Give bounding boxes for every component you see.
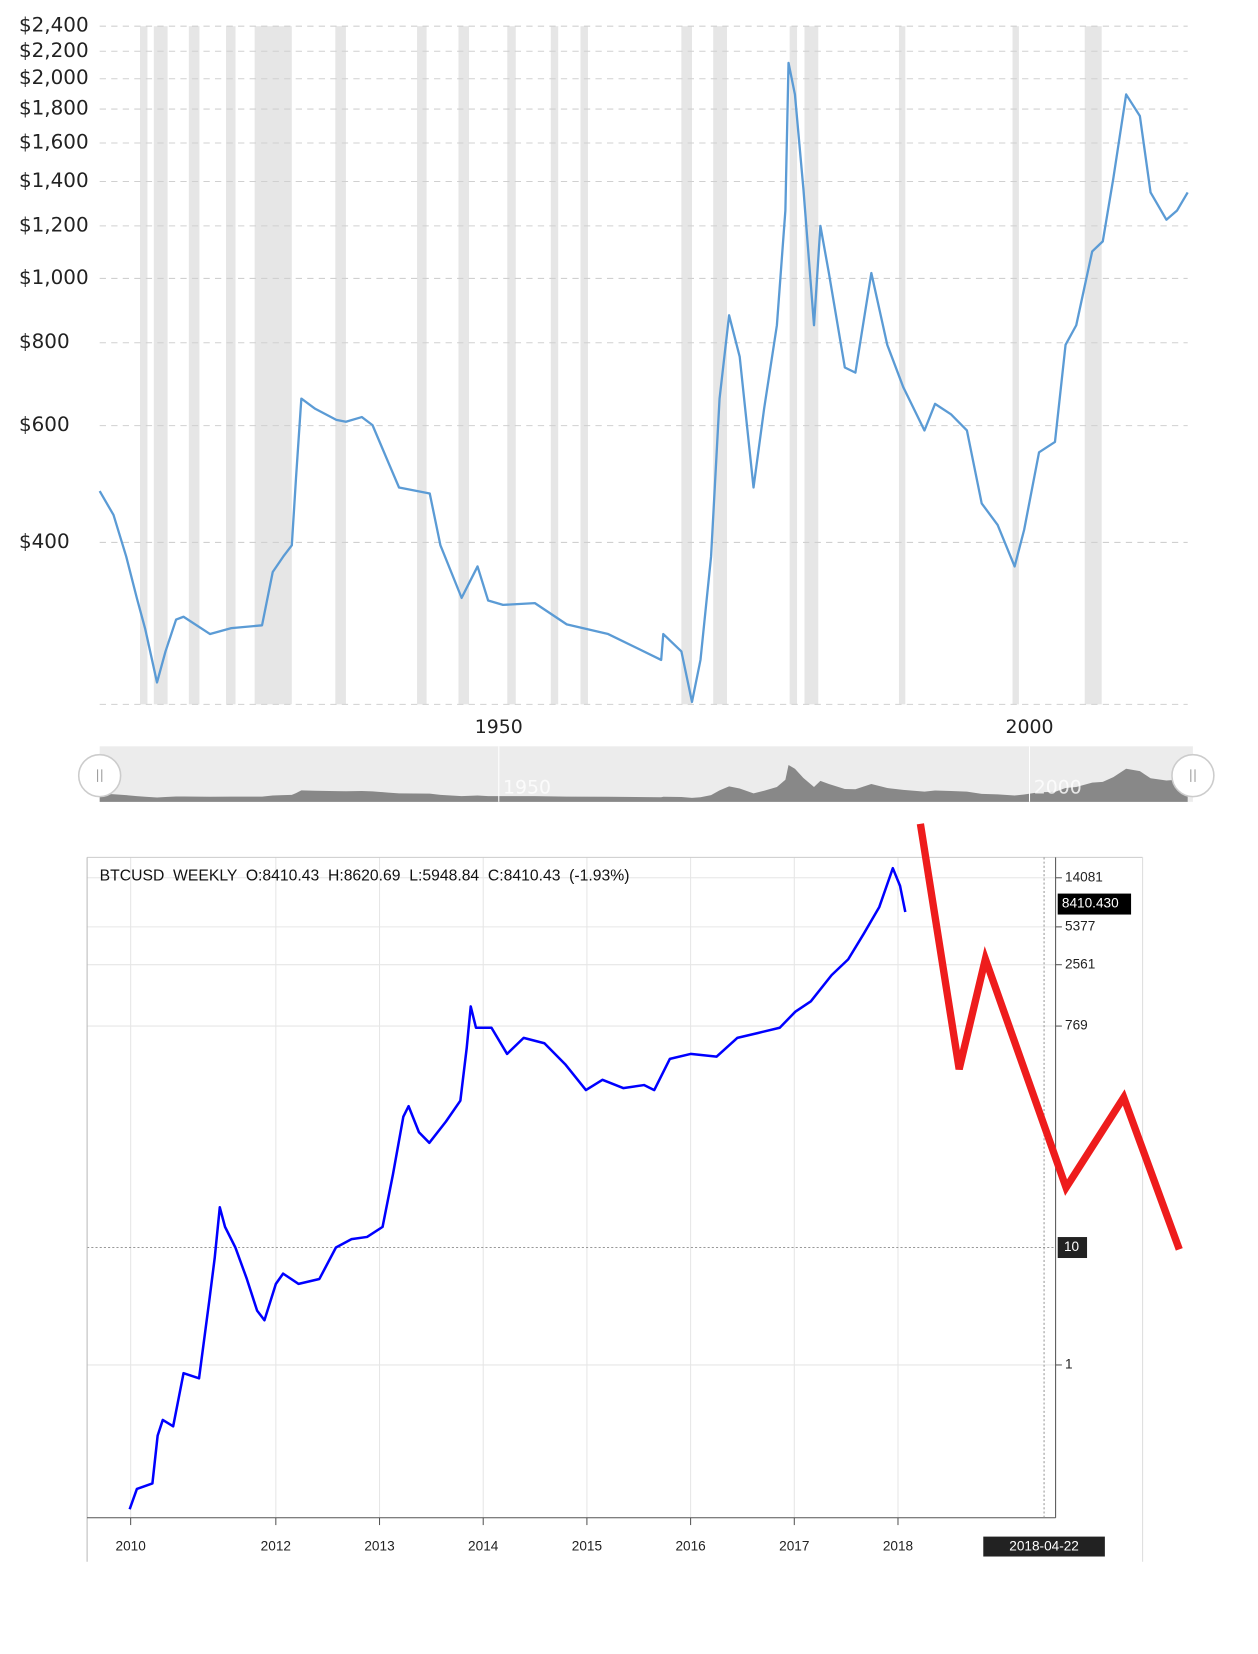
x-tick-label: 1950 xyxy=(475,716,523,738)
recession-band xyxy=(550,26,559,705)
x-tick-label: 2018 xyxy=(883,1539,913,1554)
x-tick-label: 2015 xyxy=(572,1539,602,1554)
navigator-label: 2000 xyxy=(1034,777,1082,799)
y-tick-label: 769 xyxy=(1065,1018,1088,1033)
recession-band xyxy=(153,26,168,705)
recession-band xyxy=(789,26,798,705)
x-tick-label: 2012 xyxy=(261,1539,291,1554)
btc-frame: 2018-04-22 BTCUSD WEEKLY O:8410.43 H:862… xyxy=(86,823,1183,1562)
recession-band xyxy=(188,26,200,705)
recession-band xyxy=(458,26,470,705)
x-tick-label: 2000 xyxy=(1006,716,1054,738)
price-tag-box xyxy=(1057,893,1132,915)
forecast-annotation xyxy=(916,823,1183,1251)
crosshair-date: 2018-04-22 xyxy=(1009,1539,1079,1554)
navigator xyxy=(99,746,1193,802)
y-tick-label: $1,800 xyxy=(19,97,89,120)
price-line xyxy=(128,866,907,1510)
recession-band xyxy=(681,26,692,705)
recession-band xyxy=(898,26,906,705)
price-line xyxy=(98,61,1189,704)
crosshair-label: 10 xyxy=(1064,1239,1080,1254)
y-tick-label: $800 xyxy=(19,330,70,353)
y-tick-label: $600 xyxy=(19,413,70,436)
navigator-handle[interactable] xyxy=(77,753,122,798)
crosshair-box xyxy=(1057,1237,1088,1259)
x-tick-label: 2016 xyxy=(675,1539,705,1554)
recession-band xyxy=(1084,26,1102,705)
recession-band xyxy=(335,26,346,705)
recession-band xyxy=(254,26,292,705)
navigator-bg xyxy=(99,746,1193,802)
recession-band xyxy=(225,26,236,705)
date-box xyxy=(983,1536,1105,1557)
recession-band xyxy=(1012,26,1019,705)
x-tick-label: 2010 xyxy=(116,1539,147,1554)
y-tick-label: $1,400 xyxy=(19,169,89,192)
y-tick-label: $1,000 xyxy=(19,266,89,289)
recession-band xyxy=(507,26,516,705)
recession-band xyxy=(140,26,148,705)
chart-title: BTCUSD WEEKLY O:8410.43 H:8620.69 L:5948… xyxy=(100,867,630,884)
y-tick-label: 14081 xyxy=(1065,869,1103,884)
recession-band xyxy=(417,26,427,705)
recession-band xyxy=(804,26,819,705)
y-tick-label: $1,600 xyxy=(19,131,89,154)
y-tick-label: $1,200 xyxy=(19,213,89,236)
recession-band xyxy=(713,26,727,705)
y-tick-label: $2,400 xyxy=(19,14,89,37)
y-tick-label: $2,200 xyxy=(19,39,89,62)
navigator-label: 1950 xyxy=(503,777,551,799)
navigator-handle[interactable] xyxy=(1171,753,1215,798)
x-tick-label: 2013 xyxy=(364,1539,394,1554)
y-tick-label: 2561 xyxy=(1065,956,1095,971)
y-tick-label: $2,000 xyxy=(19,66,89,89)
y-tick-label: $400 xyxy=(19,530,70,553)
y-tick-label: 1 xyxy=(1065,1357,1073,1372)
y-tick-label: 5377 xyxy=(1065,918,1095,933)
price-tag-label: 8410.430 xyxy=(1062,896,1119,911)
navigator-area xyxy=(99,764,1193,802)
recession-band xyxy=(580,26,588,705)
x-tick-label: 2014 xyxy=(468,1539,499,1554)
x-tick-label: 2017 xyxy=(779,1539,809,1554)
